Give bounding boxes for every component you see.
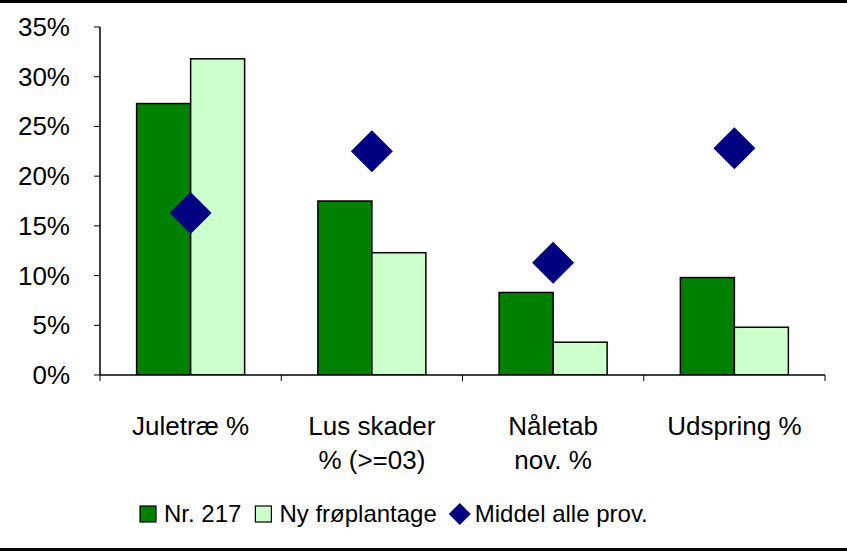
diamond-marker <box>532 242 574 284</box>
label-line: Juletræ % <box>132 411 249 441</box>
x-tick <box>281 375 282 381</box>
diamond-marker <box>713 127 755 169</box>
x-tick <box>825 375 826 381</box>
legend-label: Middel alle prov. <box>475 500 648 527</box>
diamond-marker <box>351 130 393 172</box>
y-tick <box>94 176 100 177</box>
y-tick-label: 20% <box>18 161 70 191</box>
chart: 0% 5% 10% 15% 20% 25% 30% 35% Juletræ % Lus skade… <box>0 0 847 551</box>
y-tick-label: 0% <box>32 360 70 390</box>
legend-swatch <box>449 503 471 525</box>
y-tick-label: 30% <box>18 62 70 92</box>
x-tick <box>643 375 644 381</box>
legend-label: Ny frøplantage <box>279 500 436 527</box>
x-tick-label: Lus skader % (>=03) <box>308 411 436 475</box>
bar <box>318 201 372 375</box>
bar <box>680 278 734 375</box>
diamond-marker <box>170 192 212 234</box>
y-tick <box>94 275 100 276</box>
y-tick <box>94 225 100 226</box>
label-line: Lus skader <box>308 411 436 441</box>
x-tick <box>462 375 463 381</box>
bar <box>372 253 426 375</box>
label-line: Nåletab <box>508 411 598 441</box>
legend-swatch <box>140 506 156 522</box>
y-tick <box>94 76 100 77</box>
label-line: nov. % <box>514 445 592 475</box>
y-tick-label: 25% <box>18 111 70 141</box>
x-tick-label: Juletræ % <box>132 411 249 441</box>
x-tick-label: Udspring % <box>667 411 801 441</box>
y-axis <box>99 27 101 375</box>
y-tick-label: 10% <box>18 261 70 291</box>
frame-top <box>0 0 847 3</box>
x-tick <box>100 375 101 381</box>
y-tick-label: 15% <box>18 211 70 241</box>
y-tick <box>94 375 100 376</box>
y-tick <box>94 325 100 326</box>
bar <box>734 327 788 375</box>
label-line: % (>=03) <box>318 445 425 475</box>
background <box>0 0 847 551</box>
bar <box>499 292 553 375</box>
legend-swatch <box>255 506 271 522</box>
y-tick-label: 5% <box>32 310 70 340</box>
x-tick-label: Nåletab nov. % <box>508 411 598 475</box>
y-tick <box>94 27 100 28</box>
bar <box>137 104 191 375</box>
bar <box>553 342 607 375</box>
frame-bottom <box>0 548 847 551</box>
y-tick-label: 35% <box>18 12 70 42</box>
label-line: Udspring % <box>667 411 801 441</box>
y-tick <box>94 126 100 127</box>
plot-marks <box>137 59 789 375</box>
legend-label: Nr. 217 <box>164 500 241 527</box>
